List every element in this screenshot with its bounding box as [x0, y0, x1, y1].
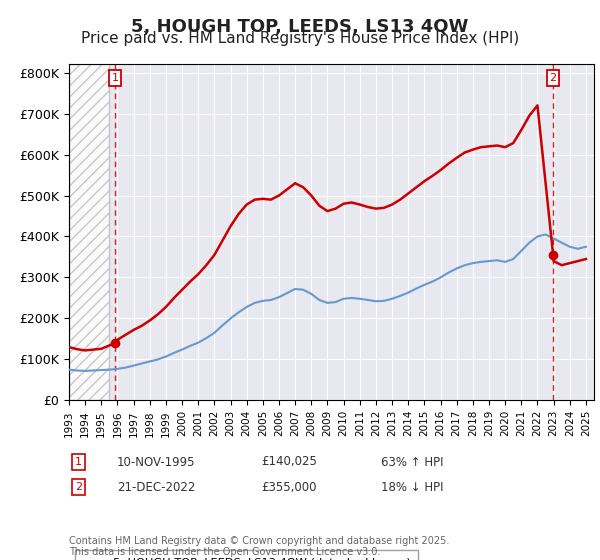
- Text: 2: 2: [550, 73, 557, 83]
- Text: 5, HOUGH TOP, LEEDS, LS13 4QW: 5, HOUGH TOP, LEEDS, LS13 4QW: [131, 18, 469, 36]
- Text: £140,025: £140,025: [261, 455, 317, 469]
- Text: £355,000: £355,000: [261, 480, 317, 494]
- Text: 63% ↑ HPI: 63% ↑ HPI: [381, 455, 443, 469]
- Text: Price paid vs. HM Land Registry's House Price Index (HPI): Price paid vs. HM Land Registry's House …: [81, 31, 519, 46]
- Text: 21-DEC-2022: 21-DEC-2022: [117, 480, 196, 494]
- Text: Contains HM Land Registry data © Crown copyright and database right 2025.
This d: Contains HM Land Registry data © Crown c…: [69, 535, 449, 557]
- Legend: 5, HOUGH TOP, LEEDS, LS13 4QW (detached house), HPI: Average price, detached hou: 5, HOUGH TOP, LEEDS, LS13 4QW (detached …: [74, 550, 418, 560]
- Text: 18% ↓ HPI: 18% ↓ HPI: [381, 480, 443, 494]
- Text: 2: 2: [75, 482, 82, 492]
- Bar: [69, 64, 109, 400]
- Text: 10-NOV-1995: 10-NOV-1995: [117, 455, 196, 469]
- Text: 1: 1: [75, 457, 82, 467]
- Text: 1: 1: [112, 73, 119, 83]
